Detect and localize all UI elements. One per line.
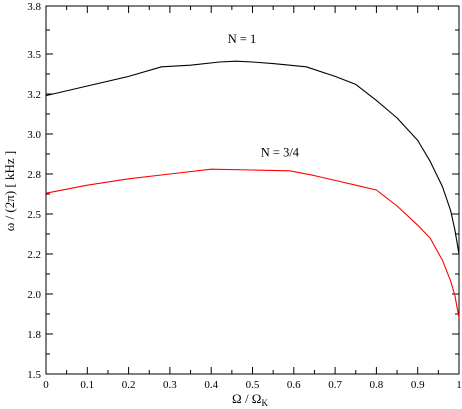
x-axis-label-subscript: K <box>261 398 268 408</box>
x-tick-label: 0.6 <box>287 379 301 391</box>
y-axis-label: ω / (2π) [ kHz ] <box>2 151 17 231</box>
y-tick-label: 2.2 <box>27 249 41 261</box>
x-axis-label: Ω / ΩK <box>232 391 268 408</box>
y-tick-label: 1.5 <box>27 369 41 381</box>
x-axis-label-main: Ω / Ω <box>232 391 261 406</box>
x-tick-label: 0 <box>43 379 49 391</box>
x-tick-label: 0.1 <box>80 379 94 391</box>
y-tick-label: 3.0 <box>27 129 41 141</box>
y-tick-label: 2.0 <box>27 289 41 301</box>
axis-ticks: 0 0.1 0.2 0.3 0.4 0.5 0.6 0.7 0.8 0.9 1 1.5 1.8 2.0 2.… <box>27 1 462 391</box>
series-line-1 <box>45 60 460 255</box>
x-tick-label: 1 <box>456 379 462 391</box>
series-annotation-1: N = 1 <box>228 32 257 46</box>
x-tick-label: 0.5 <box>246 379 260 391</box>
x-tick-label: 0.7 <box>328 379 342 391</box>
x-tick-label: 0.8 <box>370 379 384 391</box>
series-annotation-2: N = 3/4 <box>261 145 300 159</box>
series-group <box>45 60 460 319</box>
y-tick-label: 2.8 <box>27 169 41 181</box>
y-tick-label: 3.8 <box>27 1 41 13</box>
x-tick-label: 0.2 <box>122 379 136 391</box>
plot-frame <box>45 5 460 375</box>
annotations: N = 1 N = 3/4 <box>228 32 300 160</box>
x-tick-label: 0.3 <box>163 379 177 391</box>
y-tick-label: 3.5 <box>27 49 41 61</box>
x-tick-label: 0.4 <box>204 379 218 391</box>
x-tick-label: 0.9 <box>411 379 425 391</box>
y-tick-label: 3.2 <box>27 89 41 101</box>
y-tick-label: 2.5 <box>27 209 41 221</box>
y-tick-label: 1.8 <box>27 329 41 341</box>
plot-area <box>45 5 460 375</box>
series-line-2 <box>45 168 460 319</box>
